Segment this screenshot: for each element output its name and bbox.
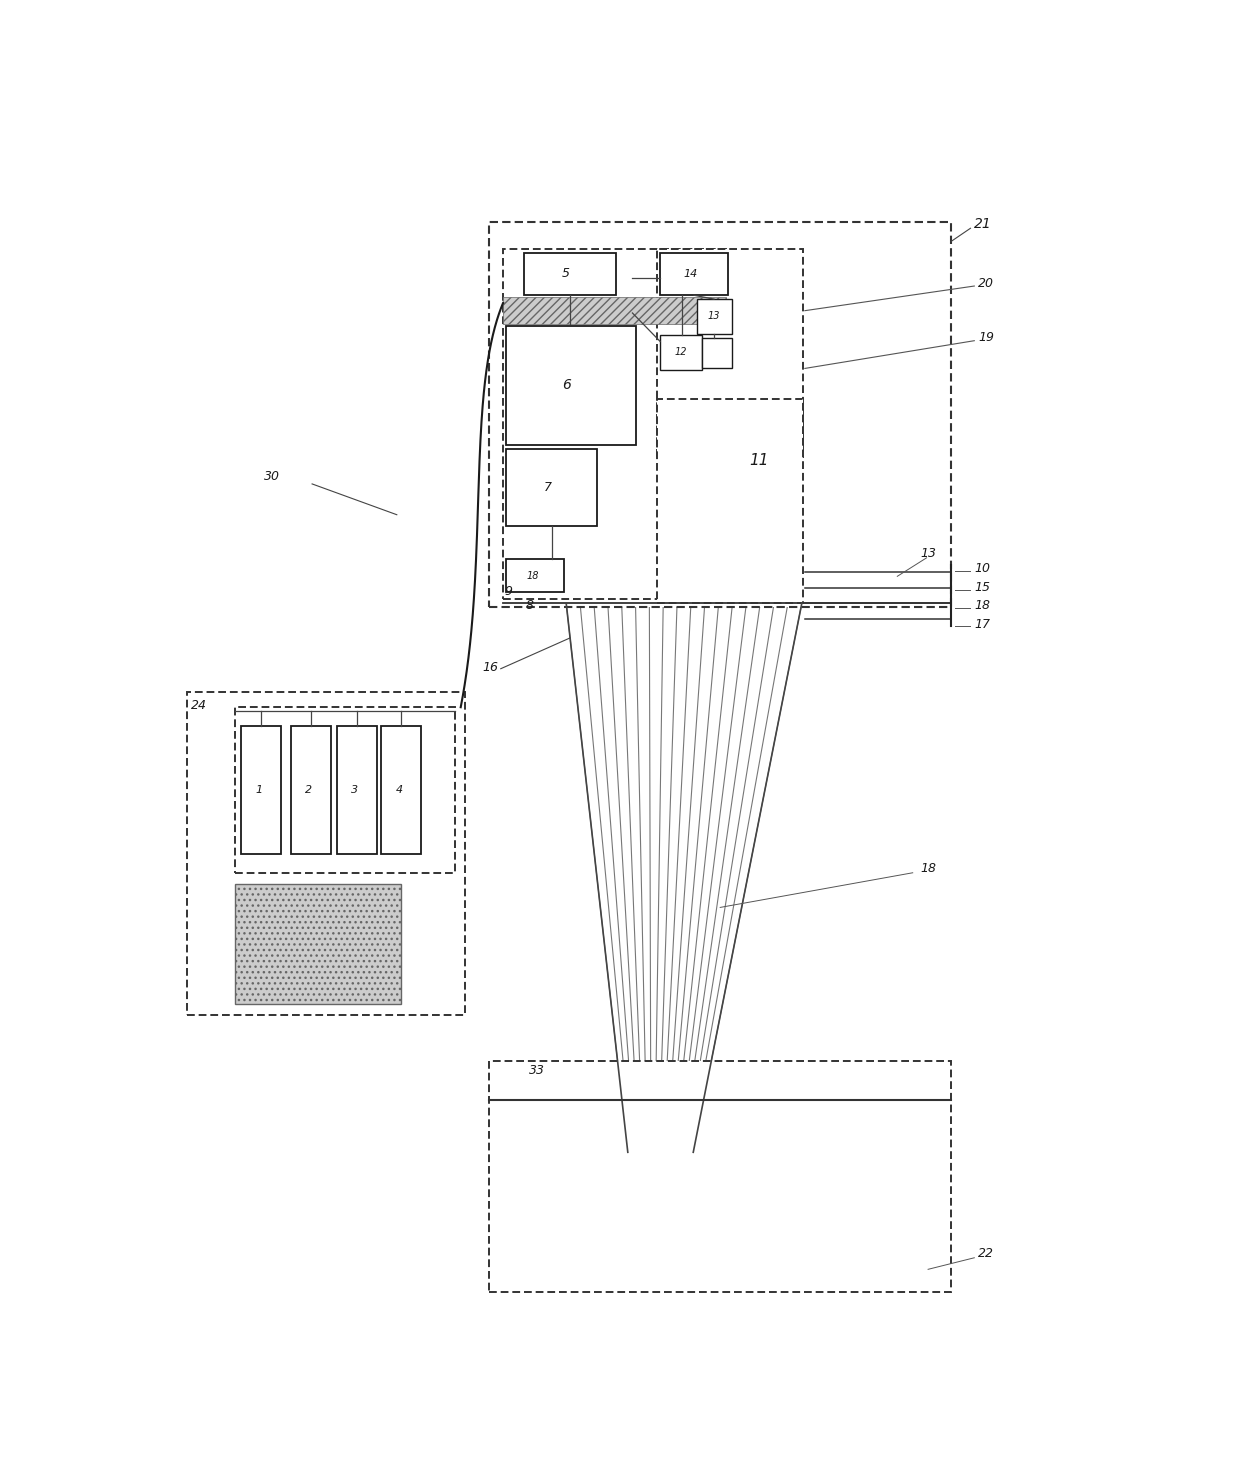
Bar (491, 1100, 950, 1292)
Bar (657, 249, 804, 457)
Text: 33: 33 (529, 1064, 544, 1078)
Bar (657, 399, 804, 604)
Text: 16: 16 (482, 661, 498, 674)
Bar (503, 296, 727, 324)
Text: 3: 3 (351, 784, 358, 795)
Text: 15: 15 (975, 582, 991, 594)
Text: 18: 18 (920, 862, 936, 875)
Bar (660, 336, 703, 369)
Bar (506, 449, 596, 526)
Text: 12: 12 (675, 347, 687, 358)
Text: 13: 13 (920, 547, 936, 560)
Text: 18: 18 (975, 600, 991, 613)
Bar (567, 569, 805, 604)
Bar (242, 727, 281, 853)
Text: 20: 20 (978, 277, 994, 290)
Bar (337, 727, 377, 853)
Text: 19: 19 (978, 331, 994, 345)
Text: 24: 24 (191, 699, 207, 712)
Bar (236, 884, 401, 1004)
Bar (236, 707, 455, 872)
Bar (506, 560, 564, 592)
Bar (697, 299, 732, 334)
Bar (187, 692, 465, 1016)
Text: 8: 8 (526, 600, 533, 613)
Text: 9: 9 (505, 585, 512, 598)
Bar (703, 337, 732, 368)
Text: 21: 21 (975, 217, 992, 230)
Bar (490, 223, 951, 607)
Text: 1: 1 (255, 784, 263, 795)
Bar (290, 727, 331, 853)
Bar (660, 254, 728, 295)
Bar (490, 1061, 951, 1293)
Bar (523, 254, 616, 295)
Text: 11: 11 (749, 453, 769, 468)
Text: 17: 17 (975, 617, 991, 630)
Text: 4: 4 (396, 784, 403, 795)
Bar (503, 249, 727, 600)
Text: 14: 14 (683, 268, 697, 279)
Text: 5: 5 (562, 267, 570, 280)
Text: 7: 7 (543, 481, 552, 494)
Text: 10: 10 (975, 561, 991, 575)
Text: 18: 18 (527, 570, 539, 581)
Bar (506, 325, 635, 446)
Text: 2: 2 (305, 784, 311, 795)
Text: 22: 22 (978, 1248, 994, 1261)
Text: 6: 6 (563, 378, 572, 393)
Text: 13: 13 (708, 311, 720, 321)
Text: 30: 30 (264, 469, 280, 482)
Bar (382, 727, 422, 853)
